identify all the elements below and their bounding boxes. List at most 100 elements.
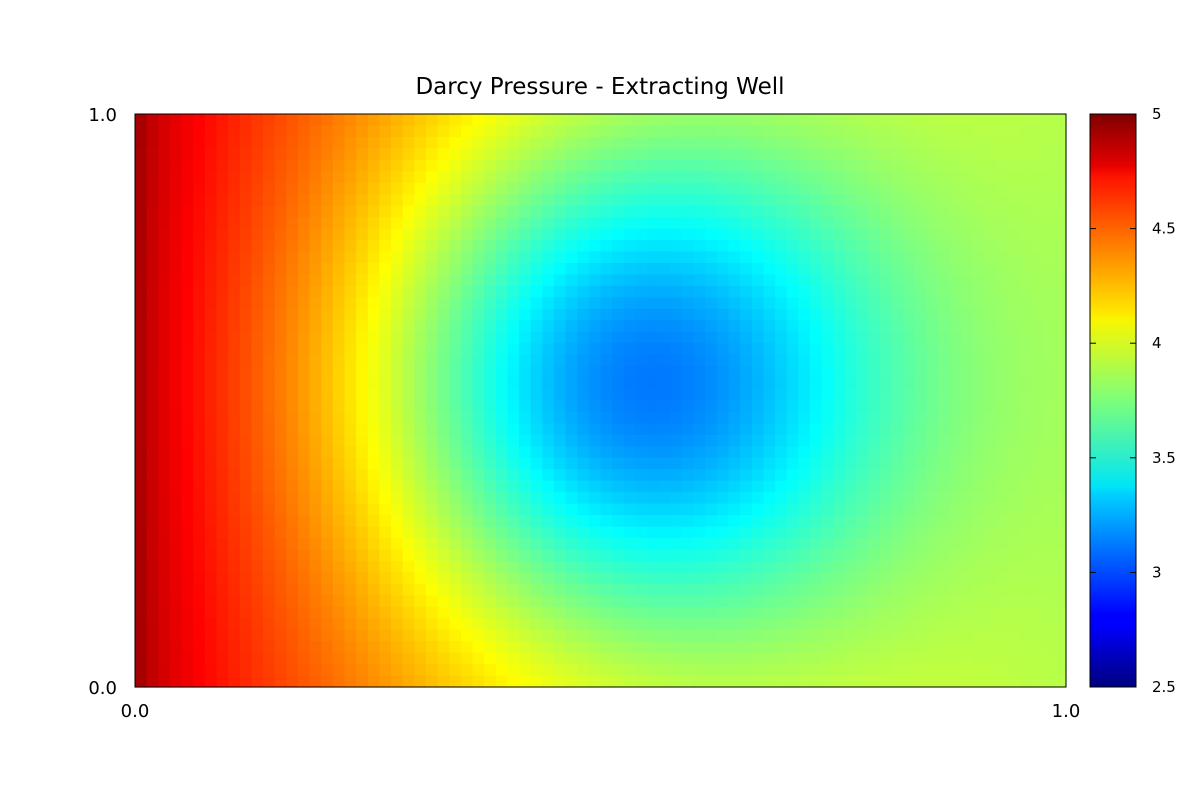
heatmap-cell [833, 618, 846, 631]
heatmap-cell [658, 549, 671, 562]
heatmap-cell [612, 664, 625, 677]
heatmap-cell [809, 652, 823, 665]
heatmap-cell [169, 377, 183, 390]
heatmap-cell [623, 331, 637, 344]
heatmap-cell [519, 125, 532, 138]
heatmap-cell [623, 320, 637, 333]
heatmap-cell [647, 503, 660, 516]
heatmap-cell [856, 205, 869, 218]
heatmap-cell [856, 549, 869, 562]
heatmap-cell [135, 377, 148, 390]
heatmap-cell [798, 618, 811, 631]
heatmap-cell [670, 251, 683, 264]
heatmap-cell [996, 366, 1009, 379]
heatmap-cell [716, 583, 730, 596]
heatmap-cell [135, 308, 148, 321]
heatmap-cell [844, 171, 858, 184]
heatmap-cell [996, 560, 1009, 573]
heatmap-cell [332, 285, 346, 298]
heatmap-cell [1007, 217, 1021, 230]
heatmap-cell [751, 228, 765, 241]
heatmap-cell [763, 469, 776, 482]
heatmap-cell [297, 652, 311, 665]
heatmap-cell [926, 469, 939, 482]
heatmap-cell [996, 159, 1009, 172]
heatmap-cell [204, 664, 218, 677]
heatmap-cell [472, 492, 485, 505]
heatmap-cell [949, 652, 962, 665]
heatmap-cell [402, 446, 415, 459]
heatmap-cell [239, 125, 252, 138]
heatmap-cell [740, 480, 753, 493]
heatmap-cell [402, 125, 415, 138]
heatmap-cell [286, 125, 299, 138]
heatmap-cell [251, 389, 264, 402]
heatmap-cell [844, 560, 858, 573]
heatmap-cell [402, 205, 415, 218]
heatmap-cell [239, 446, 252, 459]
heatmap-cell [367, 377, 380, 390]
heatmap-cell [670, 664, 683, 677]
heatmap-cell [844, 434, 858, 447]
heatmap-cell [297, 114, 311, 127]
heatmap-cell [879, 411, 893, 425]
heatmap-cell [693, 664, 706, 677]
heatmap-cell [844, 136, 858, 149]
heatmap-cell [577, 583, 590, 596]
heatmap-cell [937, 549, 951, 562]
heatmap-cell [193, 262, 206, 276]
heatmap-cell [949, 159, 962, 172]
heatmap-cell [600, 217, 613, 230]
heatmap-cell [565, 583, 578, 596]
heatmap-cell [961, 308, 974, 321]
heatmap-cell [146, 274, 159, 287]
heatmap-cell [530, 423, 543, 436]
heatmap-cell [332, 159, 346, 172]
heatmap-cell [449, 618, 462, 631]
heatmap-cell [530, 377, 543, 390]
heatmap-cell [716, 503, 730, 516]
heatmap-cell [623, 343, 637, 356]
heatmap-cell [460, 205, 474, 218]
heatmap-cell [833, 515, 846, 528]
heatmap-cell [472, 434, 485, 447]
heatmap-cell [193, 194, 206, 207]
heatmap-cell [996, 618, 1009, 631]
heatmap-cell [1054, 526, 1067, 539]
heatmap-cell [449, 664, 462, 677]
heatmap-cell [996, 136, 1009, 149]
heatmap-cell [1019, 492, 1032, 505]
heatmap-cell [204, 262, 218, 276]
heatmap-cell [728, 148, 741, 161]
heatmap-cell [984, 274, 997, 287]
heatmap-cell [158, 262, 171, 276]
heatmap-cell [158, 641, 171, 654]
heatmap-cell [670, 423, 683, 436]
heatmap-cell [519, 618, 532, 631]
heatmap-cell [367, 159, 380, 172]
heatmap-cell [833, 182, 846, 195]
heatmap-cell [681, 366, 695, 379]
heatmap-cell [751, 400, 765, 413]
heatmap-cell [926, 240, 939, 253]
heatmap-cell [833, 526, 846, 539]
heatmap-cell [414, 469, 427, 482]
heatmap-cell [391, 377, 404, 390]
heatmap-cell [204, 434, 218, 447]
heatmap-cell [414, 114, 427, 127]
heatmap-cell [961, 618, 974, 631]
heatmap-cell [286, 480, 299, 493]
heatmap-cell [158, 274, 171, 287]
heatmap-cell [1031, 331, 1044, 344]
heatmap-cell [996, 171, 1009, 184]
heatmap-cell [379, 641, 392, 654]
heatmap-cell [169, 515, 183, 528]
heatmap-cell [379, 354, 392, 367]
heatmap-cell [984, 641, 997, 654]
heatmap-cell [740, 411, 753, 425]
heatmap-cell [937, 251, 951, 264]
heatmap-cell [681, 389, 695, 402]
heatmap-cell [158, 136, 171, 149]
heatmap-cell [972, 583, 986, 596]
heatmap-cell [972, 549, 986, 562]
